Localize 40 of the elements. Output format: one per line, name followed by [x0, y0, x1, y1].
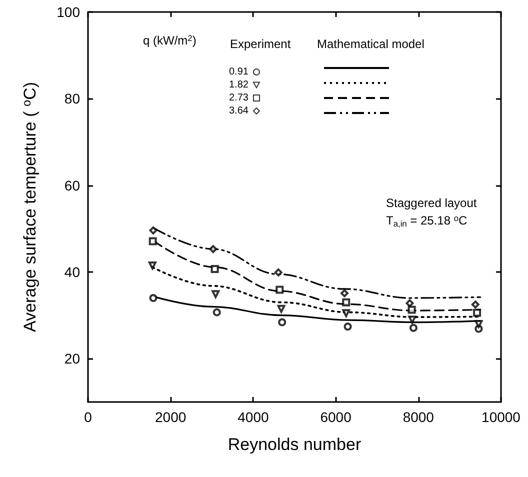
point	[406, 299, 414, 308]
y-tick-label: 80	[64, 90, 80, 107]
y-tick-label: 100	[56, 4, 80, 20]
legend-label: 2.73	[228, 92, 249, 104]
legend-label: 1.82	[228, 80, 249, 90]
point	[408, 316, 416, 324]
point	[408, 306, 416, 314]
point	[209, 245, 218, 254]
point	[149, 226, 158, 234]
point	[340, 289, 348, 298]
legend-label: 0.91	[228, 66, 249, 78]
annotation: Staggered layout	[386, 196, 478, 210]
x-tick-label: 0	[84, 409, 92, 425]
annotation: Mathematical model	[317, 37, 424, 51]
point	[471, 300, 480, 308]
point	[409, 324, 418, 332]
x-axis-title: Reynolds number	[228, 435, 362, 454]
x-tick-label: 10000	[482, 409, 521, 425]
legend-label: 3.64	[228, 106, 249, 116]
x-tick-label: 2000	[155, 409, 186, 425]
point	[210, 264, 219, 273]
point	[278, 318, 286, 326]
point	[473, 308, 482, 317]
y-tick-label: 20	[64, 350, 80, 367]
annotation: Experiment	[230, 37, 292, 51]
y-axis-title: Average surface temperture ( oC)	[19, 82, 40, 332]
point	[212, 290, 220, 298]
x-tick-label: 8000	[402, 409, 434, 425]
point	[342, 309, 350, 318]
y-tick-label: 40	[64, 264, 80, 280]
point	[148, 237, 157, 246]
y-tick-label: 60	[64, 177, 80, 194]
x-tick-label: 6000	[320, 409, 352, 425]
x-tick-label: 4000	[238, 409, 269, 425]
point	[149, 294, 158, 302]
point	[344, 322, 352, 331]
point	[276, 286, 284, 294]
point	[212, 308, 221, 316]
point	[274, 268, 282, 276]
point	[342, 298, 350, 306]
